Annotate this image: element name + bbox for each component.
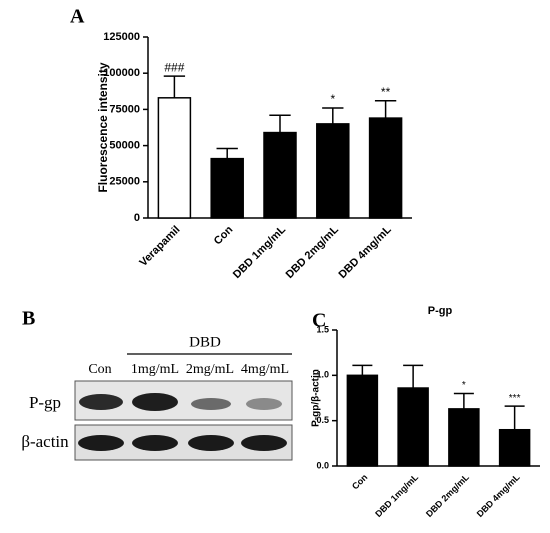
y-tick-label: 0 xyxy=(134,212,140,224)
lane-label: 1mg/mL xyxy=(131,362,179,377)
x-tick-label: Con xyxy=(212,223,236,247)
y-tick-label: 0.5 xyxy=(316,415,329,425)
bar xyxy=(498,428,531,467)
x-tick-label: DBD 1mg/mL xyxy=(373,472,420,519)
y-axis-label: Fluorescence intensity xyxy=(96,62,110,192)
x-tick-label: Con xyxy=(350,472,369,491)
lane-label: 4mg/mL xyxy=(241,362,289,377)
x-tick-label: DBD 2mg/mL xyxy=(284,223,342,281)
y-tick-label: 1.0 xyxy=(316,370,329,380)
bar xyxy=(210,157,244,219)
y-axis-label: P-gp/β-actin xyxy=(311,369,322,427)
y-tick-label: 25000 xyxy=(109,176,140,188)
significance-label: ** xyxy=(381,85,391,99)
band xyxy=(241,435,287,451)
significance-label: * xyxy=(330,92,335,106)
y-tick-label: 0.0 xyxy=(316,460,329,470)
row-label: P-gp xyxy=(29,393,61,412)
band xyxy=(132,435,178,451)
bar xyxy=(397,387,429,467)
row-label: β-actin xyxy=(21,432,69,451)
band xyxy=(191,398,231,410)
band xyxy=(188,435,234,451)
band xyxy=(246,398,282,410)
x-tick-label: Verapamil xyxy=(137,224,182,269)
lane-label: 2mg/mL xyxy=(186,362,234,377)
band xyxy=(78,435,124,451)
significance-label: ### xyxy=(164,60,184,74)
band xyxy=(132,393,178,411)
y-tick-label: 1.5 xyxy=(316,324,329,334)
significance-label: * xyxy=(462,380,466,391)
panel-label: C xyxy=(312,310,326,332)
bar xyxy=(448,408,480,467)
bar xyxy=(157,97,192,219)
panel-label: B xyxy=(22,308,35,330)
y-tick-label: 50000 xyxy=(109,140,140,152)
y-tick-label: 75000 xyxy=(109,103,140,115)
y-tick-label: 125000 xyxy=(103,31,140,43)
y-tick-label: 100000 xyxy=(103,67,140,79)
lane-label: Con xyxy=(88,362,111,377)
bar xyxy=(346,374,379,467)
panel-label: A xyxy=(70,6,85,28)
x-tick-label: DBD 1mg/mL xyxy=(231,223,289,281)
bar xyxy=(263,131,297,219)
x-tick-label: DBD 4mg/mL xyxy=(475,472,522,519)
band xyxy=(79,394,123,410)
x-tick-label: DBD 4mg/mL xyxy=(336,223,394,281)
group-label: DBD xyxy=(189,334,221,350)
significance-label: *** xyxy=(509,393,521,404)
x-tick-label: DBD 2mg/mL xyxy=(424,472,471,519)
bar xyxy=(316,123,350,219)
bar xyxy=(368,117,403,219)
chart-title: P-gp xyxy=(428,305,453,317)
